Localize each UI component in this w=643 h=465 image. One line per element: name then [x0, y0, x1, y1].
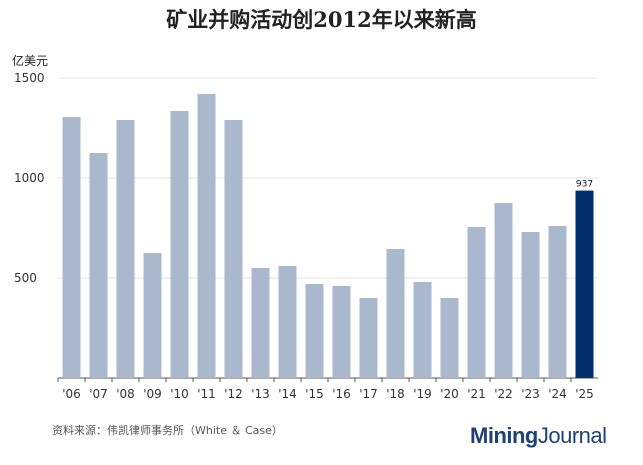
x-tick-label: '10	[170, 387, 189, 401]
logo-part-1: Mining	[470, 423, 538, 448]
y-axis-unit-label: 亿美元	[12, 53, 48, 68]
x-tick-label: '07	[89, 387, 108, 401]
bar	[413, 282, 432, 378]
x-tick-label: '11	[197, 387, 216, 401]
x-tick-label: '25	[575, 387, 594, 401]
bar	[62, 117, 81, 378]
bar	[440, 298, 459, 378]
y-tick-label: 1000	[14, 171, 45, 185]
bar	[548, 226, 567, 378]
x-tick-label: '15	[305, 387, 324, 401]
bar	[332, 286, 351, 378]
y-tick-label: 500	[14, 271, 37, 285]
x-tick-label: '13	[251, 387, 270, 401]
x-tick-label: '12	[224, 387, 243, 401]
x-tick-label: '18	[386, 387, 405, 401]
bar	[494, 203, 513, 378]
x-tick-label: '06	[62, 387, 81, 401]
bar	[251, 268, 270, 378]
bar	[386, 249, 405, 378]
x-tick-label: '21	[467, 387, 486, 401]
bar	[359, 298, 378, 378]
x-tick-label: '17	[359, 387, 378, 401]
bar	[521, 232, 540, 378]
bar	[170, 111, 189, 378]
bar	[143, 253, 162, 378]
bar	[116, 120, 135, 378]
bar	[305, 284, 324, 378]
x-tick-label: '20	[440, 387, 459, 401]
x-tick-label: '19	[413, 387, 432, 401]
source-note: 资料来源：伟凯律师事务所（White ＆ Case）	[52, 424, 283, 437]
x-tick-label: '23	[521, 387, 540, 401]
bar	[278, 266, 297, 378]
chart-title: 矿业并购活动创2012年以来新高	[166, 7, 477, 32]
grid-lines	[57, 77, 598, 382]
x-tick-label: '14	[278, 387, 297, 401]
x-tick-label: '09	[143, 387, 162, 401]
logo-part-2: Journal	[537, 423, 607, 448]
x-tick-label: '16	[332, 387, 351, 401]
mining-journal-logo: MiningJournal	[470, 423, 607, 449]
labels: 500 1000 1500 亿美元 '06 '07 '08 '09 '10 '11 '12 '13 '1…	[12, 53, 594, 401]
bar	[224, 120, 243, 378]
bar	[575, 190, 594, 378]
bar	[467, 227, 486, 378]
x-tick-label: '22	[494, 387, 513, 401]
bars	[62, 94, 594, 378]
x-tick-label: '24	[548, 387, 567, 401]
data-label: 937	[576, 180, 593, 190]
bar-chart: 500 1000 1500 亿美元 '06 '07 '08 '09 '10 '11 '12 '13 '1…	[12, 53, 598, 401]
bar	[89, 153, 108, 378]
y-tick-label: 1500	[14, 71, 45, 85]
x-tick-label: '08	[116, 387, 135, 401]
bar	[197, 94, 216, 378]
